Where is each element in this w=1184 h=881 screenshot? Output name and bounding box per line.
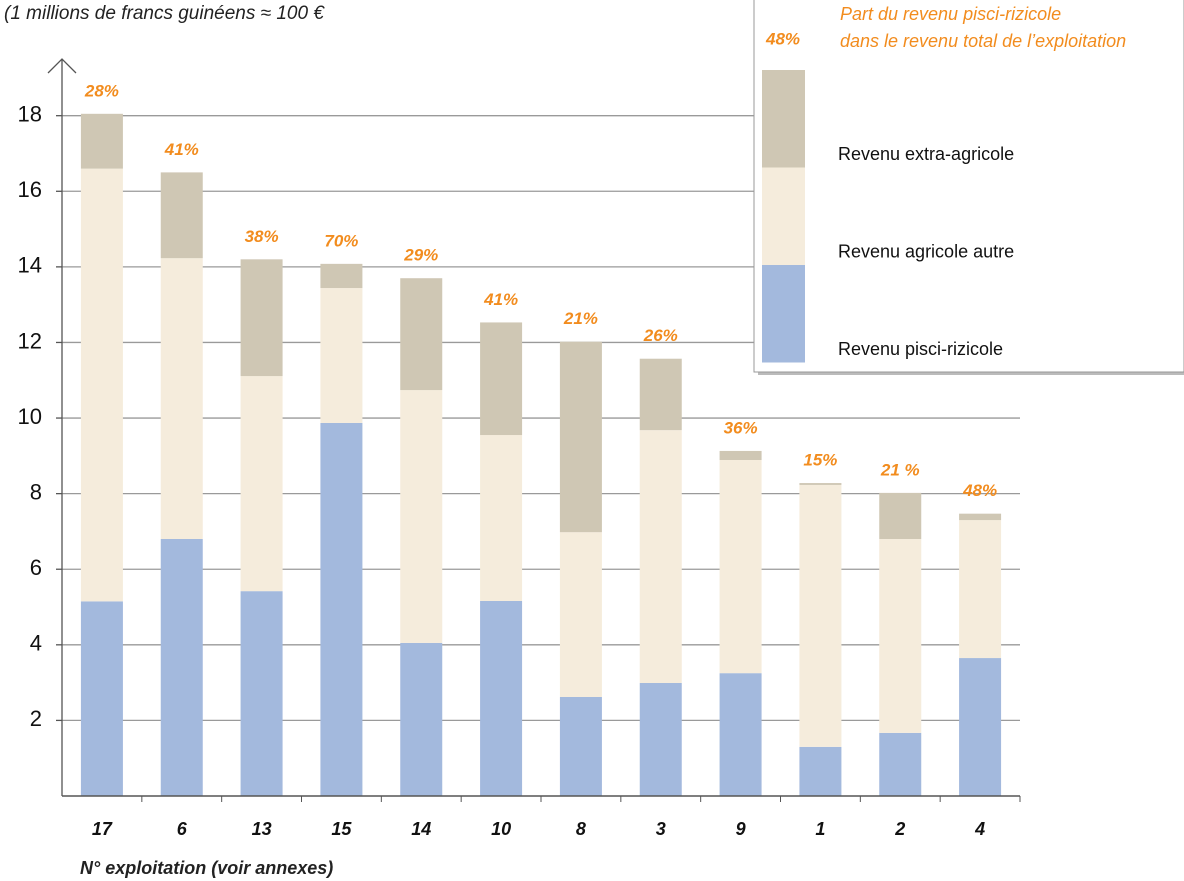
y-tick-label: 12 [18, 328, 42, 353]
bar-segment [639, 682, 682, 796]
x-tick-label: 4 [974, 819, 985, 839]
legend-share-name: Part du revenu pisci-rizicole [840, 4, 1061, 24]
share-label: 70% [324, 231, 358, 250]
bar-segment [240, 376, 283, 592]
bar-segment [240, 591, 283, 796]
x-tick-label: 13 [252, 819, 272, 839]
bar-segment [959, 658, 1002, 796]
x-tick-label: 2 [894, 819, 905, 839]
bar-segment [160, 172, 203, 259]
bar-segment [639, 358, 682, 431]
legend-share-name: dans le revenu total de l’exploitation [840, 31, 1126, 51]
bar-segment [639, 430, 682, 683]
bar-segment [799, 746, 842, 796]
bar-segment [320, 288, 363, 423]
legend-label: Revenu extra-agricole [838, 144, 1014, 164]
x-tick-label: 15 [331, 819, 352, 839]
y-tick-label: 10 [18, 404, 42, 429]
bar-segment [559, 696, 602, 796]
x-tick-label: 6 [177, 819, 188, 839]
legend: 48% Part du revenu pisci-rizicole dans le … [753, 0, 1184, 375]
x-axis-title: N° exploitation (voir annexes) [80, 858, 333, 878]
share-label: 15% [803, 451, 837, 470]
legend-box [753, 0, 1184, 373]
legend-swatch [762, 167, 805, 265]
x-tick-label: 14 [411, 819, 431, 839]
bar-segment [719, 673, 762, 796]
bar-segment [480, 600, 523, 796]
bar-segment [879, 732, 922, 796]
bar-segment [320, 422, 363, 796]
y-tick-label: 6 [30, 555, 42, 580]
legend-swatch [762, 70, 805, 168]
legend-label: Revenu pisci-rizicole [838, 339, 1003, 359]
bar-segment [480, 435, 523, 601]
y-tick-label: 14 [18, 253, 42, 278]
legend-share-sample: 48% [765, 29, 800, 48]
bar-segment [400, 390, 443, 643]
share-label: 21 % [880, 460, 920, 479]
bar-segment [959, 520, 1002, 659]
bar-segment [320, 263, 363, 289]
share-label: 28% [84, 81, 119, 100]
share-label: 26% [643, 326, 678, 345]
x-tick-label: 17 [92, 819, 113, 839]
bar-segment [240, 259, 283, 377]
bar-segment [799, 484, 842, 747]
x-tick-label: 1 [815, 819, 825, 839]
share-label: 38% [245, 227, 279, 246]
x-tick-label: 9 [736, 819, 746, 839]
bar-segment [799, 483, 842, 485]
x-tick-label: 8 [576, 819, 586, 839]
bar-segment [559, 532, 602, 697]
bar-segment [160, 258, 203, 539]
bar-segment [879, 538, 922, 733]
bar-segment [719, 460, 762, 674]
share-label: 21% [563, 309, 598, 328]
bar-segment [480, 322, 523, 436]
y-tick-label: 4 [30, 631, 42, 656]
share-label: 36% [724, 418, 758, 437]
share-label: 41% [483, 290, 518, 309]
x-tick-label: 10 [491, 819, 511, 839]
bar-segment [80, 113, 123, 169]
x-tick-label: 3 [656, 819, 666, 839]
legend-label: Revenu agricole autre [838, 241, 1014, 261]
bar-segment [400, 642, 443, 796]
y-axis-arrow [47, 58, 77, 74]
bar-segment [559, 341, 602, 533]
share-label: 48% [962, 481, 997, 500]
bar-segment [719, 450, 762, 461]
share-label: 41% [164, 140, 199, 159]
y-tick-label: 8 [30, 479, 42, 504]
bar-segment [80, 601, 123, 796]
y-tick-label: 18 [18, 102, 42, 127]
share-label: 29% [403, 246, 438, 265]
bar-segment [80, 168, 123, 602]
y-tick-label: 2 [30, 706, 42, 731]
bar-segment [160, 538, 203, 796]
bar-segment [959, 513, 1002, 521]
bar-segment [879, 492, 922, 539]
legend-swatch [762, 265, 805, 363]
y-tick-label: 16 [18, 177, 42, 202]
subtitle: (1 millions de francs guinéens ≈ 100 € [4, 3, 325, 24]
bar-segment [400, 278, 443, 391]
